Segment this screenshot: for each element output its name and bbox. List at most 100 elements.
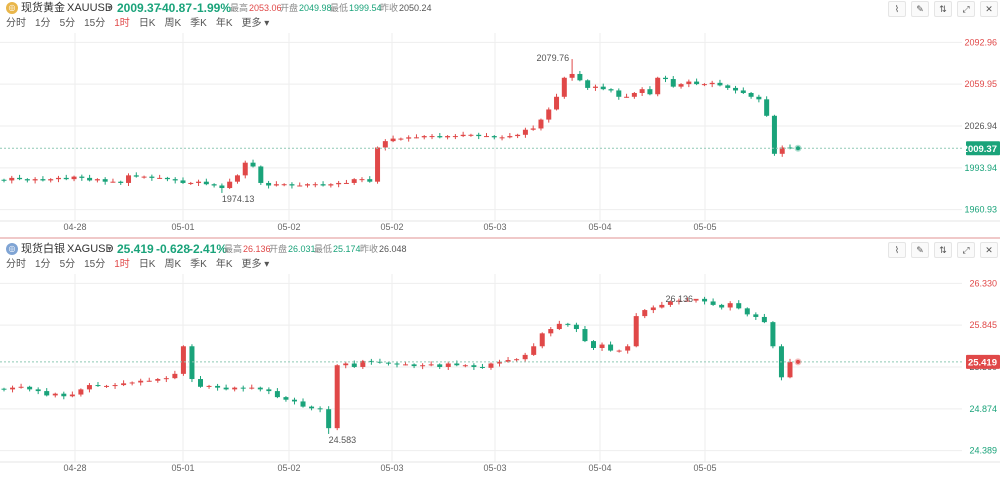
candle-body (118, 181, 124, 183)
draw-pen-icon[interactable]: ✎ (911, 1, 929, 17)
timeframe-6[interactable]: 周K (164, 18, 182, 29)
candle-body (32, 179, 38, 181)
candle-body (599, 344, 605, 348)
candle-body (163, 378, 169, 380)
candle-body (684, 300, 690, 302)
candle-body (556, 323, 562, 330)
candle-body (678, 84, 684, 87)
timeframe-1[interactable]: 1分 (35, 18, 51, 29)
x-tick-label: 05-05 (693, 222, 716, 232)
silver-change-pct: -2.41% (189, 242, 228, 256)
candle-body (328, 184, 334, 186)
candle-body (569, 73, 575, 78)
y-tick-label: 26.330 (969, 278, 997, 288)
candle-body (437, 136, 443, 138)
gold-symbol[interactable]: XAUUSD (67, 2, 113, 14)
candle-body (232, 387, 238, 390)
silver-candlestick-chart[interactable]: 26.33025.84525.36024.87424.38904-2805-01… (0, 274, 1000, 479)
candle-body (102, 179, 108, 182)
fullscreen-icon[interactable]: ⤢ (957, 242, 975, 258)
indicator-icon[interactable]: ⌇ (888, 242, 906, 258)
last-price-dot (796, 359, 800, 364)
compare-icon[interactable]: ⇅ (934, 242, 952, 258)
candle-body (375, 147, 381, 182)
candle-body (497, 361, 503, 364)
candle-body (63, 177, 69, 180)
compare-icon[interactable]: ⇅ (934, 1, 952, 17)
timeframe-7[interactable]: 季K (190, 259, 207, 270)
y-tick-label: 1960.93 (964, 205, 997, 215)
timeframe-4[interactable]: 1时 (114, 259, 130, 270)
timeframe-3[interactable]: 15分 (84, 18, 106, 29)
candle-body (250, 162, 256, 167)
timeframe-0[interactable]: 分时 (6, 18, 26, 29)
candle-body (693, 298, 699, 301)
low-label: 最低 (314, 244, 333, 254)
candle-body (733, 87, 739, 91)
timeframe-2[interactable]: 5分 (59, 259, 76, 270)
close-icon[interactable]: ✕ (980, 242, 998, 258)
candle-body (420, 365, 426, 367)
candle-body (274, 391, 280, 398)
price-tag-bg (966, 141, 1000, 156)
candle-body (211, 184, 217, 186)
fullscreen-icon[interactable]: ⤢ (957, 1, 975, 17)
gold-panel: ◎ 现货黄金 XAUUSD ▼ 2009.37 -40.87 -1.99% 最高… (0, 0, 1000, 238)
timeframe-8[interactable]: 年K (215, 259, 233, 270)
silver-symbol[interactable]: XAGUSD (67, 243, 114, 255)
close-icon[interactable]: ✕ (980, 1, 998, 17)
candle-body (616, 90, 622, 97)
timeframe-3[interactable]: 15分 (84, 259, 106, 270)
timeframe-4[interactable]: 1时 (114, 18, 130, 29)
min-price-annotation: 24.583 (329, 435, 357, 445)
symbol-dropdown-icon[interactable]: ▼ (106, 246, 113, 253)
max-price-annotation: 2079.76 (537, 53, 570, 63)
candle-body (180, 180, 186, 183)
silver-change: -0.628 (156, 242, 191, 256)
candle-body (460, 134, 466, 137)
candle-body (203, 181, 209, 185)
timeframe-5[interactable]: 日K (138, 18, 156, 29)
y-tick-label: 2026.94 (964, 121, 997, 131)
timeframe-1[interactable]: 1分 (35, 259, 51, 270)
candle-body (155, 379, 161, 381)
candle-body (300, 401, 306, 407)
y-tick-label: 24.389 (969, 446, 997, 456)
timeframe-7[interactable]: 季K (190, 18, 207, 29)
draw-pen-icon[interactable]: ✎ (911, 242, 929, 258)
x-tick-label: 04-28 (63, 463, 86, 473)
candle-body (227, 181, 233, 189)
candle-body (662, 77, 668, 80)
timeframe-9[interactable]: 更多 ▾ (241, 259, 270, 270)
min-price-annotation: 1974.13 (222, 194, 255, 204)
candle-body (189, 346, 195, 380)
gold-candlestick-chart[interactable]: 2092.96 2059.95 2026.94 1993.94 1960.93 04-28… (0, 33, 1000, 238)
candle-body (471, 365, 477, 367)
timeframe-5[interactable]: 日K (138, 259, 156, 270)
candle-body (717, 82, 723, 86)
candle-body (710, 301, 716, 305)
x-tick-label: 05-02 (277, 463, 300, 473)
candle-body (69, 394, 75, 397)
gold-change: -40.87 (158, 1, 193, 15)
gold-change-pct: -1.99% (193, 1, 232, 15)
timeframe-6[interactable]: 周K (164, 259, 182, 270)
candle-body (172, 179, 178, 181)
candle-body (702, 298, 708, 302)
symbol-dropdown-icon[interactable]: ▼ (106, 5, 113, 12)
candle-body (326, 409, 332, 429)
candle-body (624, 96, 630, 98)
timeframe-9[interactable]: 更多 ▾ (241, 18, 270, 29)
candle-body (421, 136, 427, 138)
gold-prev-close: 2050.24 (399, 3, 432, 13)
timeframe-8[interactable]: 年K (215, 18, 233, 29)
low-label: 最低 (330, 3, 349, 13)
timeframe-0[interactable]: 分时 (6, 259, 26, 270)
candle-body (546, 109, 552, 120)
panel-divider[interactable] (0, 237, 1000, 239)
candle-body (406, 137, 412, 139)
timeframe-2[interactable]: 5分 (59, 18, 76, 29)
candle-body (522, 129, 528, 135)
candle-body (164, 177, 170, 180)
indicator-icon[interactable]: ⌇ (888, 1, 906, 17)
